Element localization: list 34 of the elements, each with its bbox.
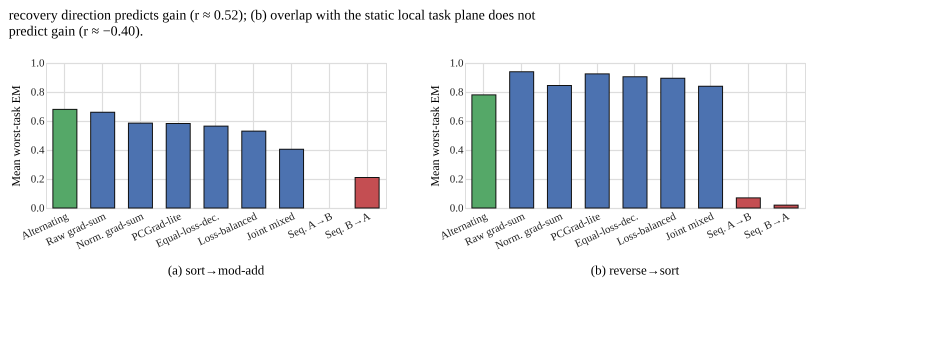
bar (241, 130, 266, 208)
bar (509, 71, 534, 208)
bar (660, 78, 686, 208)
bar (204, 126, 228, 208)
y-tick-label: 0.8 (450, 86, 464, 98)
y-tick-label: 1.0 (450, 58, 464, 70)
y-axis-title: Mean worst-task EM (8, 85, 23, 187)
y-tick-label: 0.4 (30, 144, 45, 156)
y-tick-label: 0.0 (450, 202, 464, 214)
y-tick-label: 0.8 (30, 86, 45, 98)
bar (354, 177, 380, 208)
y-tick-label: 1.0 (30, 58, 45, 70)
bar (279, 148, 304, 208)
y-tick-label: 0.4 (450, 144, 464, 156)
bar (698, 86, 724, 208)
y-tick-label: 0.6 (450, 116, 464, 128)
bar (736, 197, 761, 208)
y-tick-label: 0.2 (30, 174, 44, 186)
y-axis-title: Mean worst-task EM (428, 85, 442, 187)
y-tick-label: 0.2 (450, 174, 464, 186)
text: recovery direction predicts gain (r ≈ 0.52); (b) overlap with the static local task plane does not predict gain (r ≈ −0.40). (8, 8, 536, 40)
bar (622, 76, 648, 208)
y-tick-label: 0.6 (30, 116, 45, 128)
bar (90, 112, 116, 208)
bar (471, 94, 496, 208)
text: (a) sort→mod-add (168, 262, 265, 278)
bar (166, 122, 191, 208)
bar (774, 204, 799, 208)
text: (b) reverse→sort (590, 262, 680, 278)
bar (128, 122, 153, 208)
bar (546, 84, 572, 208)
bar (584, 73, 610, 208)
bar (52, 108, 78, 208)
y-tick-label: 0.0 (30, 202, 45, 214)
